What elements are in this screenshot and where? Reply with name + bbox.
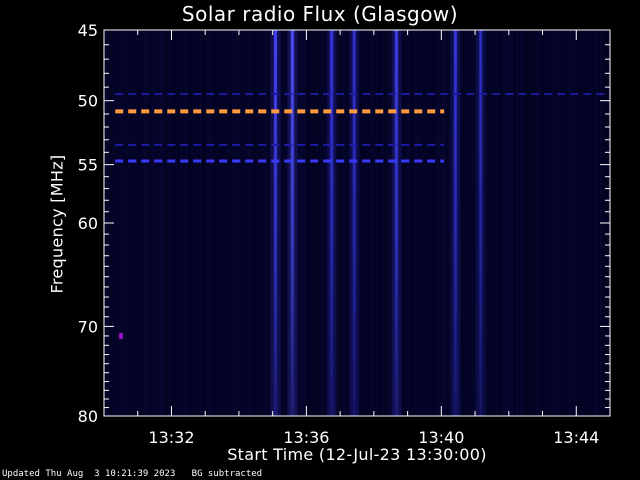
x-axis-label: Start Time (12-Jul-23 13:30:00)	[227, 445, 487, 464]
footer-updated: Updated Thu Aug 3 10:21:39 2023	[2, 469, 176, 479]
chart-title: Solar radio Flux (Glasgow)	[181, 2, 459, 26]
axes: 13:32 13:36 13:40 13:44 45 50 55 60 70 80	[78, 21, 611, 447]
y-tick-label: 50	[78, 92, 98, 111]
y-tick-label: 80	[78, 407, 98, 426]
footer-status: Updated Thu Aug 3 10:21:39 2023 BG subtr…	[2, 469, 262, 479]
x-tick-label: 13:44	[553, 428, 599, 447]
y-axis-label: Frequency [MHz]	[47, 154, 67, 294]
footer-note: BG subtracted	[191, 469, 263, 479]
y-tick-label: 70	[78, 317, 98, 336]
x-tick-label: 13:40	[418, 428, 464, 447]
x-tick-label: 13:36	[283, 428, 329, 447]
y-tick-label: 45	[78, 21, 98, 40]
y-tick-label: 60	[78, 214, 98, 233]
y-tick-label: 55	[78, 156, 98, 175]
plot-frame	[103, 29, 611, 417]
x-tick-label: 13:32	[148, 428, 194, 447]
